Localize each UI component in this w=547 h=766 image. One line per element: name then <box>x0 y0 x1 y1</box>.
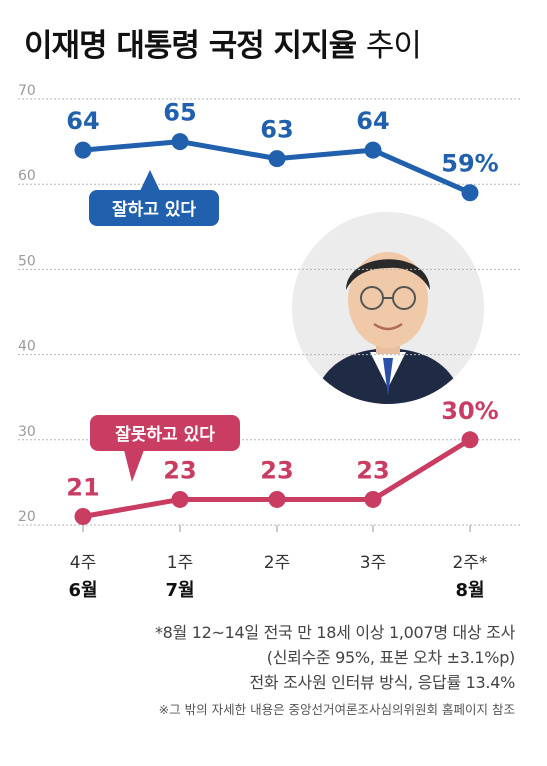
y-tick-20: 20 <box>18 509 36 525</box>
approval-line-chart: 20 30 40 50 60 70 4주 6월 1주 7월 2주 3주 2주* 8월 64 65 63 64 59%… <box>18 83 520 601</box>
data-point-0-3 <box>364 141 382 159</box>
y-tick-60: 60 <box>18 168 36 184</box>
note-confidence: (신뢰수준 95%, 표본 오차 ±3.1%p) <box>266 648 516 667</box>
data-point-0-2 <box>268 150 286 168</box>
x-tick-label-4: 2주* <box>453 553 488 573</box>
president-portrait <box>292 212 484 404</box>
data-label-0-4: 59% <box>441 150 498 178</box>
data-label-0-0: 64 <box>66 107 99 135</box>
legend-callout-approve-label: 잘하고 있다 <box>112 199 196 220</box>
x-tick-label-2: 2주 <box>264 553 290 573</box>
legend-callout-approve-box <box>89 190 219 226</box>
y-tick-50: 50 <box>18 253 36 269</box>
data-point-1-4 <box>461 431 479 449</box>
data-point-1-1 <box>171 490 189 508</box>
chart-title: 이재명 대통령 국정 지지율 추이 <box>24 20 422 65</box>
y-tick-40: 40 <box>18 339 36 355</box>
data-label-0-1: 65 <box>163 99 196 127</box>
legend-callout-disapprove-pointer <box>124 450 144 482</box>
series-line-0 <box>82 139 472 196</box>
data-label-1-3: 23 <box>356 456 389 484</box>
survey-notes: *8월 12~14일 전국 만 18세 이상 1,007명 대상 조사 (신뢰수… <box>155 620 515 721</box>
y-tick-70: 70 <box>18 83 36 99</box>
x-month-label-1: 7월 <box>165 580 194 601</box>
legend-callout-disapprove-box <box>90 415 240 451</box>
note-survey-period: *8월 12~14일 전국 만 18세 이상 1,007명 대상 조사 <box>154 623 515 642</box>
title-sub: 추이 <box>365 28 422 64</box>
x-tick-label-3: 3주 <box>360 553 386 573</box>
data-point-0-1 <box>171 133 189 151</box>
data-point-1-3 <box>364 490 382 508</box>
data-label-1-4: 30% <box>441 397 498 425</box>
title-main: 이재명 대통령 국정 지지율 <box>24 28 357 64</box>
data-point-0-0 <box>74 141 92 159</box>
legend-callout-approve-pointer <box>140 170 160 191</box>
y-tick-30: 30 <box>18 424 36 440</box>
x-tick-label-1: 1주 <box>167 553 193 573</box>
data-label-0-3: 64 <box>356 107 389 135</box>
data-label-1-1: 23 <box>163 456 196 484</box>
note-method: 전화 조사원 인터뷰 방식, 응답률 13.4% <box>249 673 515 692</box>
legend-callout-disapprove-label: 잘못하고 있다 <box>115 424 215 445</box>
x-month-label-4: 8월 <box>455 580 484 601</box>
data-label-0-2: 63 <box>260 116 293 144</box>
data-label-1-2: 23 <box>260 456 293 484</box>
note-source: ※그 밖의 자세한 내용은 중앙선거여론조사심의위원회 홈페이지 참조 <box>158 702 515 717</box>
x-month-label-0: 6월 <box>68 580 97 601</box>
x-tick-label-0: 4주 <box>70 553 96 573</box>
data-point-0-4 <box>461 184 479 202</box>
data-point-1-2 <box>268 490 286 508</box>
data-label-1-0: 21 <box>66 473 99 501</box>
data-point-1-0 <box>74 507 92 525</box>
